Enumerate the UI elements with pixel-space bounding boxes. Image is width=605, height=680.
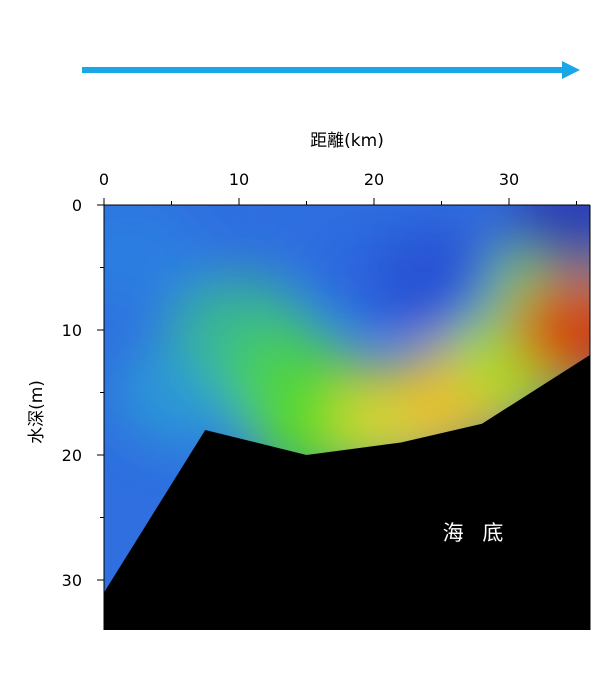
seabed-polygon (104, 355, 590, 630)
direction-arrow-head (562, 61, 580, 79)
plot-area (104, 205, 590, 630)
y-tick-label: 20 (62, 446, 82, 465)
color-field-sample (506, 205, 590, 273)
direction-arrow (82, 61, 580, 79)
y-tick-label: 0 (72, 196, 82, 215)
x-tick-label: 20 (364, 170, 384, 189)
color-field-sample (513, 275, 590, 385)
x-axis-title: 距離(km) (310, 131, 384, 151)
color-field-sample (104, 205, 201, 310)
seabed-label: 海 底 (443, 521, 510, 545)
x-tick-label: 0 (99, 170, 109, 189)
y-axis-title: 水深(m) (27, 380, 47, 444)
y-tick-label: 10 (62, 321, 82, 340)
x-tick-label: 10 (229, 170, 249, 189)
axes: 0 10 20 30 0 10 20 30 (62, 170, 591, 630)
color-field-layer (104, 205, 590, 485)
x-tick-label: 30 (499, 170, 519, 189)
y-tick-label: 30 (62, 571, 82, 590)
